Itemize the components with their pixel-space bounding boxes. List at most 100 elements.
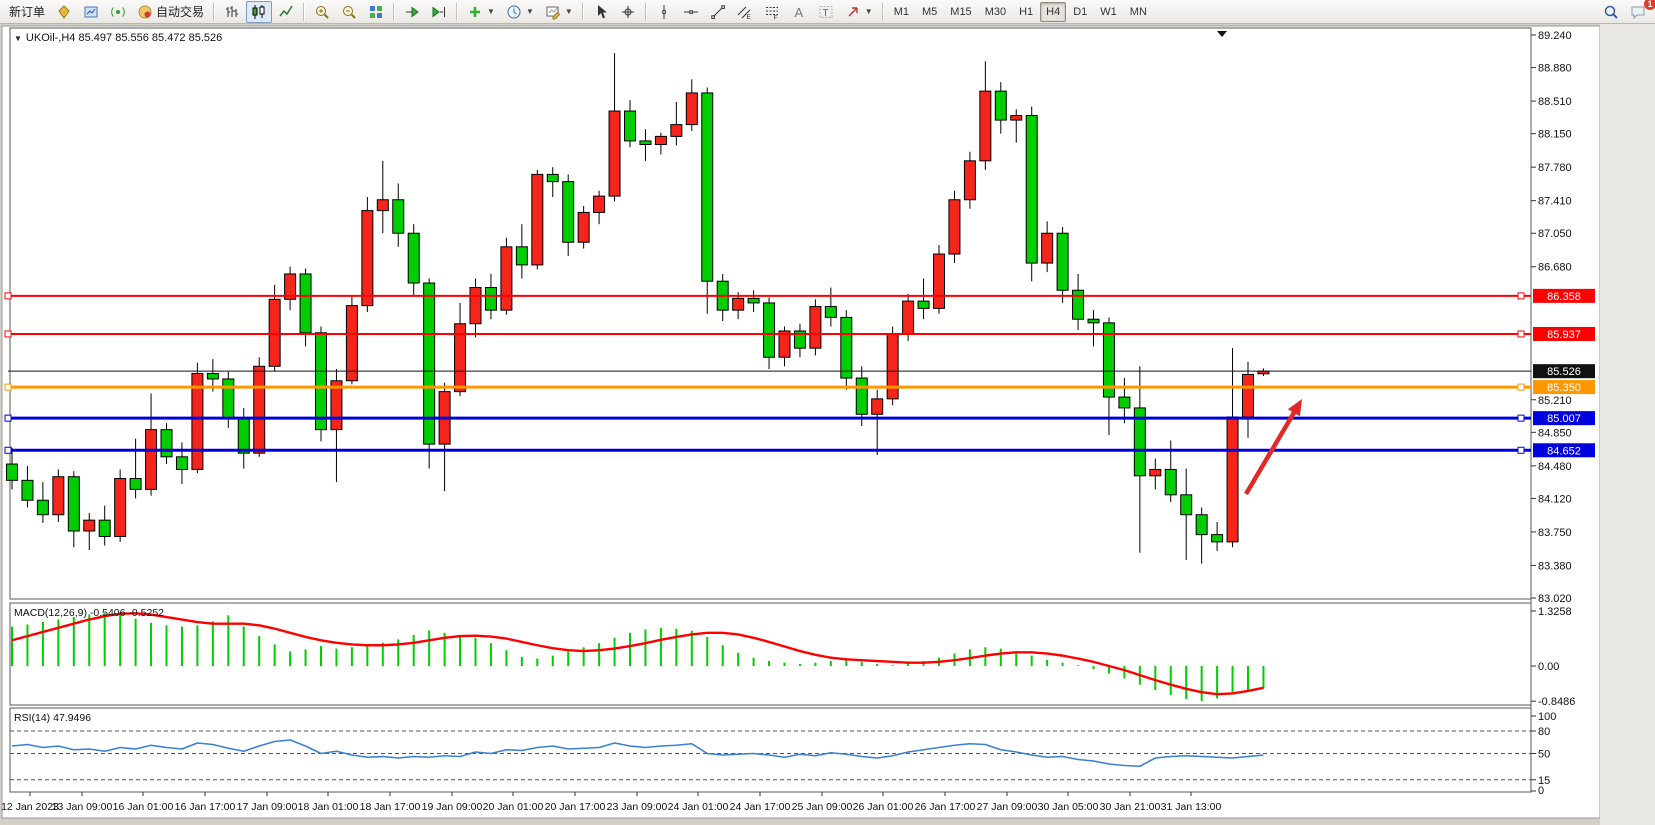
candle [871, 398, 884, 415]
hline-85.007[interactable]: 85.007 [4, 411, 1595, 426]
svg-text:1.3258: 1.3258 [1538, 606, 1572, 618]
tile-windows-icon[interactable] [363, 1, 389, 23]
templates-icon[interactable]: ▼ [540, 1, 578, 23]
macd-panel [9, 602, 1532, 706]
svg-text:E: E [746, 14, 751, 20]
bar-chart-icon[interactable] [219, 1, 245, 23]
symbol-timeframe: UKOil-,H4 [25, 32, 76, 44]
search-icon[interactable] [1598, 1, 1624, 23]
line-chart-icon[interactable] [273, 1, 299, 23]
candle [1056, 232, 1069, 291]
dropdown-caret-icon[interactable]: ▼ [564, 7, 573, 16]
timeframe-button-m15[interactable]: M15 [950, 5, 972, 18]
candle [593, 195, 606, 213]
auto-scroll-icon[interactable] [399, 1, 425, 23]
svg-text:83.380: 83.380 [1538, 560, 1572, 572]
candle [52, 476, 65, 516]
arrows-icon[interactable]: ▼ [840, 1, 878, 23]
trendline-icon[interactable] [705, 1, 731, 23]
toolbar-separator [393, 2, 396, 21]
svg-text:85.007: 85.007 [1547, 413, 1581, 425]
svg-text:84.850: 84.850 [1538, 427, 1572, 439]
macd-signal-line [11, 612, 1264, 696]
chat-icon [1630, 4, 1646, 20]
svg-text:12 Jan 2023: 12 Jan 2023 [1, 801, 59, 813]
timeframe-button-m30[interactable]: M30 [984, 5, 1007, 18]
hline-86.358[interactable]: 86.358 [4, 288, 1595, 303]
trendline-icon [710, 4, 726, 20]
candle [407, 232, 420, 284]
chart-shift-marker-icon[interactable] [1217, 31, 1227, 37]
timeframe-button-w1[interactable]: W1 [1100, 5, 1117, 18]
gem-icon[interactable] [51, 1, 77, 23]
svg-text:87.780: 87.780 [1538, 162, 1572, 174]
candle [763, 302, 776, 358]
timeframe-button-mn[interactable]: MN [1129, 5, 1147, 18]
crosshair-icon[interactable] [615, 1, 641, 23]
text-icon[interactable]: A [786, 1, 812, 23]
hline-84.652[interactable]: 84.652 [4, 443, 1595, 458]
svg-text:31 Jan 13:00: 31 Jan 13:00 [1161, 801, 1222, 813]
svg-text:85.350: 85.350 [1547, 382, 1581, 394]
svg-text:16 Jan 17:00: 16 Jan 17:00 [175, 801, 236, 813]
svg-text:18 Jan 17:00: 18 Jan 17:00 [360, 801, 421, 813]
chart-shift-icon[interactable] [426, 1, 452, 23]
timeframe-button-h4[interactable]: H4 [1040, 1, 1067, 22]
chat-icon[interactable]: 1 [1625, 0, 1655, 23]
svg-text:A: A [794, 5, 803, 20]
cursor-icon[interactable] [588, 1, 614, 23]
candle [1133, 407, 1146, 477]
equidistant-channel-icon[interactable]: E [732, 1, 758, 23]
timeframe-button-m1[interactable]: M1 [893, 5, 909, 18]
autotrade-icon [137, 4, 153, 20]
hline-85.937[interactable]: 85.937 [4, 326, 1595, 341]
dropdown-caret-icon[interactable]: ▼ [487, 7, 495, 16]
candle [423, 282, 436, 445]
indicators-icon [467, 4, 483, 20]
svg-text:86.680: 86.680 [1538, 262, 1572, 274]
signal-icon[interactable] [105, 1, 131, 23]
zoom-in-icon[interactable] [309, 1, 335, 23]
candle [98, 519, 111, 537]
candle [963, 160, 976, 201]
svg-text:86.358: 86.358 [1547, 291, 1581, 303]
dropdown-caret-icon[interactable]: ▼ [864, 7, 873, 16]
candlestick-chart-icon[interactable] [246, 0, 273, 23]
fibonacci-icon[interactable]: F [759, 1, 785, 23]
svg-text:84.120: 84.120 [1538, 493, 1572, 505]
candle [392, 199, 405, 234]
timeframe-button-h1[interactable]: H1 [1019, 5, 1034, 18]
trend-arrow[interactable] [1244, 399, 1302, 496]
new-order-button[interactable]: 新订单 [4, 1, 50, 23]
zoom-out-icon[interactable] [336, 1, 362, 23]
svg-text:20 Jan 01:00: 20 Jan 01:00 [483, 801, 544, 813]
text-label-icon[interactable]: T [813, 1, 839, 23]
candle [778, 330, 791, 358]
hline-85.526[interactable]: 85.526 [8, 364, 1595, 379]
horizontal-line-icon[interactable] [678, 1, 704, 23]
candle [654, 135, 667, 146]
auto-trading-button[interactable]: 自动交易 [132, 1, 209, 23]
accounts-icon[interactable] [78, 1, 104, 23]
svg-text:18 Jan 01:00: 18 Jan 01:00 [298, 801, 359, 813]
candle [299, 273, 312, 334]
candle [979, 90, 992, 162]
candle [469, 287, 482, 325]
chart-canvas[interactable]: 86.35885.93785.52685.35085.00784.65289.2… [0, 24, 1655, 825]
indicators-icon[interactable]: ▼ [462, 1, 500, 23]
chart-title: ▼ UKOil-,H4 85.497 85.556 85.472 85.526 [14, 32, 222, 44]
collapse-icon[interactable]: ▼ [14, 34, 22, 43]
macd-histogram [11, 612, 1265, 702]
hline-85.350[interactable]: 85.350 [4, 380, 1595, 395]
svg-text:87.410: 87.410 [1538, 196, 1572, 208]
candle [284, 273, 297, 300]
svg-text:27 Jan 09:00: 27 Jan 09:00 [977, 801, 1038, 813]
dropdown-caret-icon[interactable]: ▼ [525, 7, 534, 16]
timeframe-button-m5[interactable]: M5 [922, 5, 938, 18]
vertical-line-icon[interactable] [651, 1, 677, 23]
timeframe-button-d1[interactable]: D1 [1073, 5, 1088, 18]
periods-icon[interactable]: ▼ [501, 1, 539, 23]
toolbar-separator [213, 2, 216, 21]
candle [902, 300, 915, 335]
